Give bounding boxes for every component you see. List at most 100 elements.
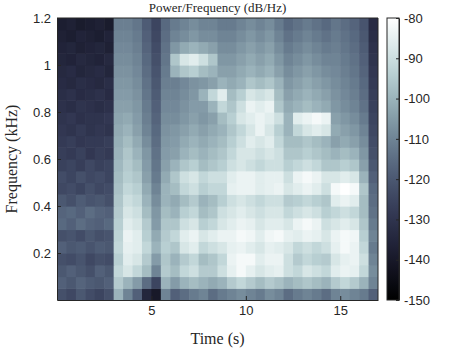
heatmap-cell — [114, 277, 124, 289]
tick-mark — [57, 159, 61, 160]
heatmap-cell — [284, 171, 294, 183]
heatmap-cell — [151, 124, 161, 136]
heatmap-cell — [340, 183, 350, 195]
heatmap-cell — [208, 253, 218, 265]
heatmap-cell — [236, 100, 246, 112]
heatmap-cell — [180, 241, 190, 253]
tick-label: -140 — [404, 252, 430, 267]
tick: -130 — [396, 212, 430, 227]
heatmap-cell — [369, 194, 378, 206]
heatmap-cell — [170, 277, 180, 289]
heatmap-cell — [255, 42, 265, 54]
heatmap-cell — [85, 183, 95, 195]
heatmap-cell — [359, 100, 369, 112]
heatmap-cell — [123, 218, 133, 230]
heatmap-cell — [95, 159, 105, 171]
heatmap-cell — [359, 194, 369, 206]
heatmap-cell — [227, 89, 237, 101]
heatmap-cell — [321, 89, 331, 101]
heatmap-cell — [236, 89, 246, 101]
heatmap-cell — [199, 159, 209, 171]
heatmap-cell — [255, 53, 265, 65]
heatmap-cell — [218, 241, 228, 253]
heatmap-cell — [350, 100, 360, 112]
heatmap-cell — [255, 18, 265, 30]
heatmap-cell — [236, 288, 246, 300]
heatmap-cell — [255, 159, 265, 171]
tick: 10 — [239, 296, 253, 318]
heatmap-cell — [208, 53, 218, 65]
heatmap-cell — [350, 53, 360, 65]
heatmap-cell — [199, 124, 209, 136]
tick-mark — [57, 65, 61, 66]
heatmap-cell — [104, 42, 114, 54]
heatmap-cell — [208, 30, 218, 42]
heatmap-cell — [85, 265, 95, 277]
heatmap-cell — [104, 288, 114, 300]
heatmap-cell — [189, 253, 199, 265]
heatmap-cell — [180, 53, 190, 65]
heatmap-cell — [236, 112, 246, 124]
heatmap-cell — [133, 147, 143, 159]
heatmap-cell — [236, 53, 246, 65]
heatmap-cell — [85, 230, 95, 242]
heatmap-cell — [227, 53, 237, 65]
heatmap-cell — [57, 171, 67, 183]
heatmap-cell — [274, 288, 284, 300]
heatmap-cell — [170, 230, 180, 242]
heatmap-cell — [199, 89, 209, 101]
heatmap-cell — [331, 241, 341, 253]
heatmap-cell — [133, 112, 143, 124]
heatmap-cell — [161, 18, 171, 30]
heatmap-cell — [85, 277, 95, 289]
heatmap-cell — [340, 112, 350, 124]
heatmap-cell — [246, 194, 256, 206]
heatmap-cell — [265, 18, 275, 30]
heatmap-cell — [227, 147, 237, 159]
heatmap-cell — [133, 171, 143, 183]
tick-mark — [396, 18, 399, 19]
heatmap-cell — [227, 218, 237, 230]
axis-line — [58, 300, 379, 301]
heatmap-cell — [274, 53, 284, 65]
heatmap-cell — [293, 77, 303, 89]
heatmap-cell — [331, 206, 341, 218]
heatmap-cell — [170, 159, 180, 171]
heatmap-cell — [114, 100, 124, 112]
heatmap-cell — [340, 100, 350, 112]
heatmap-cell — [66, 277, 76, 289]
heatmap-cell — [133, 218, 143, 230]
heatmap-cell — [114, 42, 124, 54]
heatmap-cell — [236, 77, 246, 89]
heatmap-cell — [114, 30, 124, 42]
heatmap-cell — [331, 147, 341, 159]
heatmap-cell — [218, 100, 228, 112]
heatmap-cell — [369, 171, 378, 183]
heatmap-cell — [321, 218, 331, 230]
heatmap-cell — [208, 230, 218, 242]
heatmap-cell — [180, 277, 190, 289]
heatmap-cell — [66, 253, 76, 265]
heatmap-cell — [218, 265, 228, 277]
heatmap-cell — [104, 265, 114, 277]
heatmap-cell — [284, 77, 294, 89]
heatmap-cell — [340, 124, 350, 136]
heatmap-cell — [189, 77, 199, 89]
heatmap-cell — [95, 112, 105, 124]
heatmap-cell — [151, 171, 161, 183]
heatmap-cell — [57, 124, 67, 136]
heatmap-cell — [104, 18, 114, 30]
heatmap-cell — [85, 241, 95, 253]
heatmap-cell — [284, 159, 294, 171]
heatmap-cell — [293, 53, 303, 65]
heatmap-cell — [340, 65, 350, 77]
heatmap-cell — [255, 112, 265, 124]
heatmap-cell — [227, 124, 237, 136]
heatmap-cell — [312, 112, 322, 124]
heatmap-cell — [189, 171, 199, 183]
heatmap-cell — [369, 112, 378, 124]
heatmap-cell — [274, 18, 284, 30]
heatmap-cell — [255, 124, 265, 136]
y-axis-title: Frequency (kHz) — [3, 105, 21, 214]
heatmap-cell — [161, 265, 171, 277]
